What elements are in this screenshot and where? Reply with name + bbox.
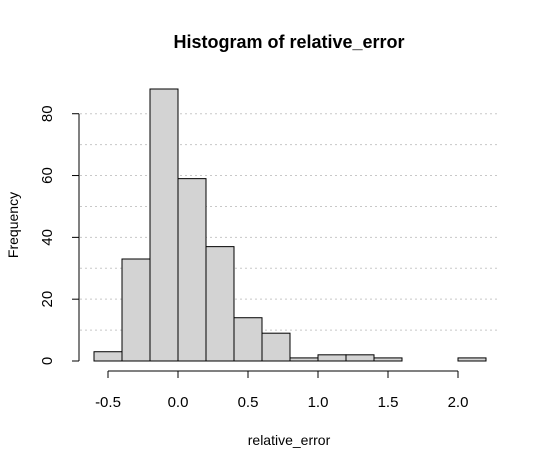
y-tick-label: 40: [39, 229, 56, 246]
x-tick-label: 0.0: [168, 394, 189, 411]
chart-title: Histogram of relative_error: [173, 32, 404, 52]
x-axis-label: relative_error: [248, 432, 331, 448]
histogram-bar: [317, 354, 347, 362]
histogram-bar: [177, 178, 207, 362]
histogram-bar: [121, 258, 151, 362]
histogram-bar: [205, 246, 235, 362]
histogram-bar: [149, 88, 179, 362]
y-axis-label: Frequency: [5, 192, 21, 258]
x-tick-label: 1.5: [378, 394, 399, 411]
histogram-bars: [93, 88, 487, 362]
histogram-bar: [289, 357, 319, 362]
histogram-bar: [93, 351, 123, 362]
histogram-bar: [373, 357, 403, 362]
histogram-bar: [457, 357, 487, 362]
x-tick-label: 0.5: [238, 394, 259, 411]
y-tick-label: 60: [39, 167, 56, 184]
x-tick-label: 1.0: [308, 394, 329, 411]
y-tick-label: 20: [39, 291, 56, 308]
y-tick-label: 0: [39, 357, 56, 365]
y-axis: 0 20 40 60 80: [39, 105, 80, 365]
x-axis: -0.5 0.0 0.5 1.0 1.5 2.0: [95, 370, 469, 411]
histogram-bar: [261, 332, 291, 362]
y-tick-label: 80: [39, 105, 56, 122]
x-tick-label: 2.0: [448, 394, 469, 411]
histogram-bar: [233, 317, 263, 362]
x-tick-label: -0.5: [95, 394, 121, 411]
histogram-bar: [345, 354, 375, 362]
